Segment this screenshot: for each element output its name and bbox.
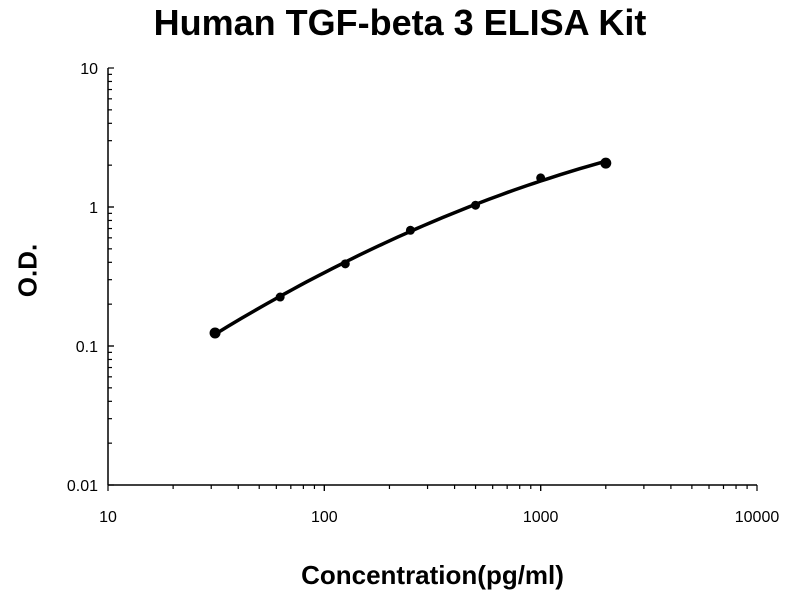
- y-tick-label: 10: [80, 61, 98, 78]
- data-point: [209, 327, 221, 339]
- x-tick-label: 10000: [735, 509, 780, 526]
- chart-title: Human TGF-beta 3 ELISA Kit: [153, 2, 647, 43]
- fitted-curve: [214, 159, 607, 336]
- y-tick-label: 0.01: [67, 478, 98, 495]
- data-point: [405, 225, 415, 235]
- data-point: [536, 173, 546, 183]
- data-point: [471, 200, 481, 210]
- data-point: [600, 157, 612, 169]
- x-tick-label: 1000: [523, 509, 559, 526]
- data-point: [275, 292, 285, 302]
- y-tick-label: 1: [89, 200, 98, 217]
- y-tick-label: 0.1: [76, 339, 98, 356]
- x-axis-label: Concentration(pg/ml): [301, 560, 564, 590]
- x-tick-label: 10: [99, 509, 117, 526]
- data-point: [340, 259, 350, 269]
- x-tick-label: 100: [311, 509, 338, 526]
